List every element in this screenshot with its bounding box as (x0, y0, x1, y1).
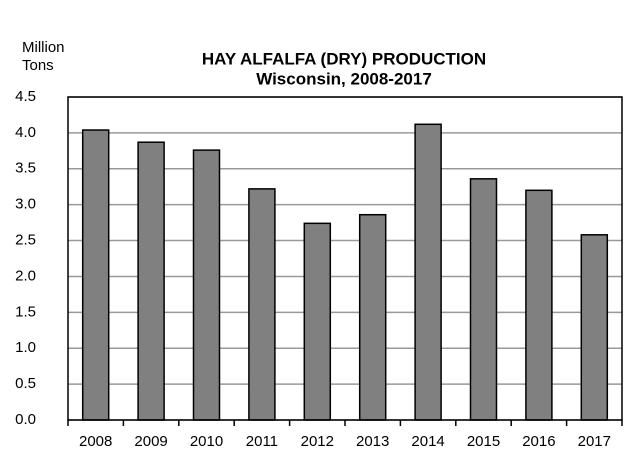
bar (248, 188, 276, 421)
y-axis-label: Million (22, 39, 65, 56)
x-tick-label: 2010 (190, 433, 223, 450)
y-tick-label: 0.0 (15, 411, 36, 428)
bar (580, 234, 609, 421)
x-tick-label: 2009 (134, 433, 167, 450)
y-tick-label: 2.0 (15, 267, 36, 284)
x-tick-label: 2011 (246, 433, 278, 450)
x-tick-label: 2008 (79, 433, 112, 450)
y-tick-label: 1.5 (15, 303, 36, 320)
bar (414, 123, 442, 421)
bar (358, 213, 387, 421)
y-tick-label: 0.5 (15, 375, 36, 392)
bar (192, 149, 221, 421)
bar (469, 178, 498, 421)
chart-subtitle: Wisconsin, 2008-2017 (256, 69, 432, 88)
y-tick-label: 4.5 (15, 88, 36, 105)
y-axis-label: Tons (22, 57, 54, 74)
y-tick-label: 2.5 (15, 232, 36, 249)
y-tick-label: 3.0 (15, 196, 36, 213)
chart-title: HAY ALFALFA (DRY) PRODUCTION (202, 49, 486, 68)
x-tick-label: 2017 (578, 433, 611, 450)
x-tick-label: 2016 (522, 433, 555, 450)
bar (137, 141, 165, 421)
x-tick-label: 2015 (467, 433, 500, 450)
bar (81, 129, 110, 421)
x-tick-label: 2012 (301, 433, 334, 450)
bar (525, 189, 553, 421)
y-tick-label: 3.5 (15, 160, 36, 177)
x-tick-label: 2014 (411, 433, 444, 450)
x-tick-label: 2013 (356, 433, 389, 450)
bar (303, 222, 332, 421)
y-tick-label: 4.0 (15, 124, 36, 141)
y-tick-label: 1.0 (15, 339, 36, 356)
